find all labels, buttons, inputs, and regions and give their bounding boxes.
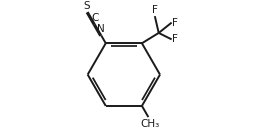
- Text: F: F: [172, 18, 178, 28]
- Text: N: N: [97, 24, 105, 34]
- Text: S: S: [84, 1, 90, 11]
- Text: CH₃: CH₃: [140, 119, 159, 129]
- Text: C: C: [91, 13, 99, 23]
- Text: F: F: [152, 5, 158, 16]
- Text: F: F: [172, 34, 178, 44]
